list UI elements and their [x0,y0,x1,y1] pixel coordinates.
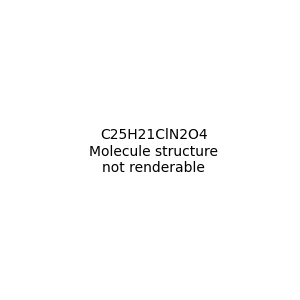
Text: C25H21ClN2O4
Molecule structure
not renderable: C25H21ClN2O4 Molecule structure not rend… [89,128,218,175]
